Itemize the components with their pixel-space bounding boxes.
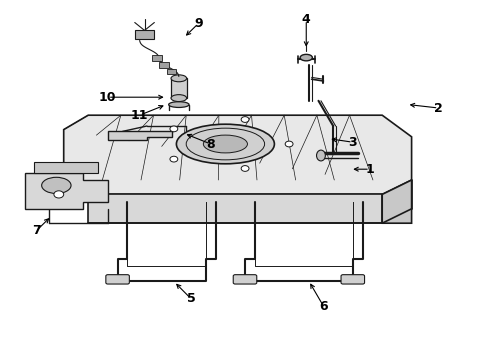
Text: 5: 5 bbox=[187, 292, 196, 305]
Text: 7: 7 bbox=[32, 224, 41, 237]
Bar bbox=[152, 55, 162, 61]
Polygon shape bbox=[24, 173, 108, 209]
Bar bbox=[159, 62, 169, 68]
Text: 1: 1 bbox=[366, 163, 374, 176]
Text: 10: 10 bbox=[99, 91, 117, 104]
FancyBboxPatch shape bbox=[106, 275, 129, 284]
Polygon shape bbox=[88, 194, 382, 223]
Ellipse shape bbox=[171, 95, 187, 102]
Polygon shape bbox=[64, 115, 412, 194]
FancyBboxPatch shape bbox=[233, 275, 257, 284]
Text: 9: 9 bbox=[194, 17, 203, 30]
Text: 11: 11 bbox=[131, 109, 148, 122]
Ellipse shape bbox=[169, 102, 189, 108]
Circle shape bbox=[170, 156, 178, 162]
Text: 8: 8 bbox=[206, 138, 215, 150]
Bar bbox=[135, 31, 154, 40]
Polygon shape bbox=[382, 180, 412, 223]
Text: 2: 2 bbox=[434, 102, 443, 114]
Bar bbox=[167, 69, 176, 75]
Circle shape bbox=[241, 166, 249, 171]
Ellipse shape bbox=[317, 150, 325, 161]
Text: 3: 3 bbox=[348, 136, 357, 149]
Text: 6: 6 bbox=[319, 300, 328, 312]
Ellipse shape bbox=[42, 177, 71, 194]
Circle shape bbox=[170, 126, 178, 132]
Circle shape bbox=[54, 191, 64, 198]
Polygon shape bbox=[34, 162, 98, 173]
Ellipse shape bbox=[176, 124, 274, 164]
FancyBboxPatch shape bbox=[341, 275, 365, 284]
Ellipse shape bbox=[203, 135, 247, 153]
Ellipse shape bbox=[171, 75, 187, 82]
Polygon shape bbox=[108, 131, 172, 140]
Circle shape bbox=[285, 141, 293, 147]
Ellipse shape bbox=[300, 54, 313, 61]
Circle shape bbox=[241, 117, 249, 122]
Bar bbox=[171, 78, 187, 98]
Text: 4: 4 bbox=[302, 13, 311, 26]
